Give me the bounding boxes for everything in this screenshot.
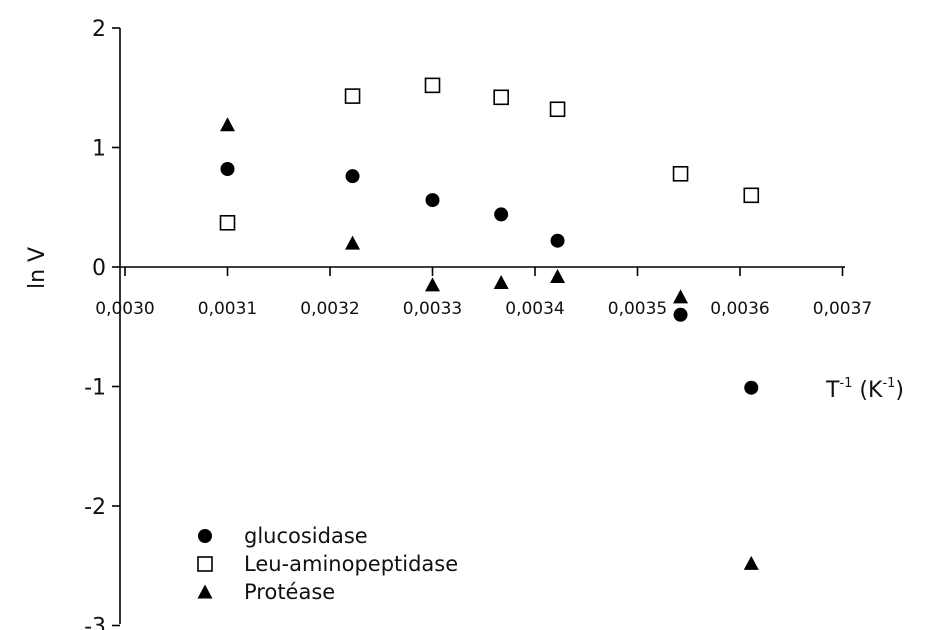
x-tick-label: 0,0034 <box>505 299 564 319</box>
y-tick-label: -1 <box>84 376 106 401</box>
x-axis-title-unit-close: ) <box>895 378 904 403</box>
legend-marker-square <box>197 556 213 572</box>
y-tick-label: -3 <box>84 615 106 630</box>
circle-data-point <box>345 169 360 184</box>
y-tick-label: 1 <box>92 137 106 162</box>
x-axis-title-unit-open: (K <box>852 378 883 403</box>
x-tick-label: 0,0035 <box>608 299 667 319</box>
y-axis-ticks: -3 -2 -1 0 1 2 <box>84 17 120 630</box>
y-axis-title: ln V <box>25 247 50 289</box>
triangle-data-point <box>425 277 440 292</box>
legend-marker-circle <box>198 529 212 543</box>
x-axis-title-unit-exponent: -1 <box>882 376 895 391</box>
legend-label: Protéase <box>244 580 335 604</box>
square-data-point <box>493 89 509 106</box>
x-tick-label: 0,0032 <box>300 299 359 319</box>
legend-marker-triangle <box>197 584 213 599</box>
legend-label: glucosidase <box>244 524 368 548</box>
legend-label: Leu-aminopeptidase <box>244 552 458 576</box>
square-data-point <box>672 165 689 182</box>
circle-data-point <box>425 193 440 208</box>
y-tick-label: 0 <box>92 256 106 281</box>
square-data-point <box>743 187 760 204</box>
square-data-point <box>549 101 566 118</box>
legend: glucosidase Leu-aminopeptidase Protéase <box>197 524 458 604</box>
triangle-data-point <box>673 289 689 304</box>
triangle-data-point <box>743 555 759 570</box>
circle-data-point <box>673 307 688 322</box>
x-tick-label: 0,0037 <box>813 299 872 319</box>
circle-data-point <box>494 207 509 222</box>
triangle-data-point <box>345 235 361 250</box>
triangle-data-point <box>550 269 566 284</box>
x-tick-label: 0,0036 <box>710 299 769 319</box>
square-data-point <box>219 214 236 231</box>
square-data-point <box>344 88 361 104</box>
square-data-point <box>424 77 441 94</box>
x-axis-title: T-1 (K-1) <box>825 376 904 403</box>
circle-data-point <box>744 380 759 395</box>
triangle-data-point <box>220 117 235 132</box>
triangle-data-point <box>493 275 509 290</box>
y-tick-label: -2 <box>84 495 106 520</box>
x-axis-title-exponent: -1 <box>839 376 852 391</box>
x-axis-title-symbol: T <box>825 378 840 403</box>
x-tick-label: 0,0031 <box>198 299 257 319</box>
data-points <box>219 77 760 570</box>
x-tick-label: 0,0030 <box>95 299 154 319</box>
circle-data-point <box>550 233 565 248</box>
x-tick-label: 0,0033 <box>403 299 462 319</box>
x-axis-ticks: 0,0030 0,0031 0,0032 0,0033 0,0034 0,0035 0,00… <box>95 267 872 319</box>
circle-data-point <box>220 162 235 177</box>
y-tick-label: 2 <box>92 17 106 42</box>
